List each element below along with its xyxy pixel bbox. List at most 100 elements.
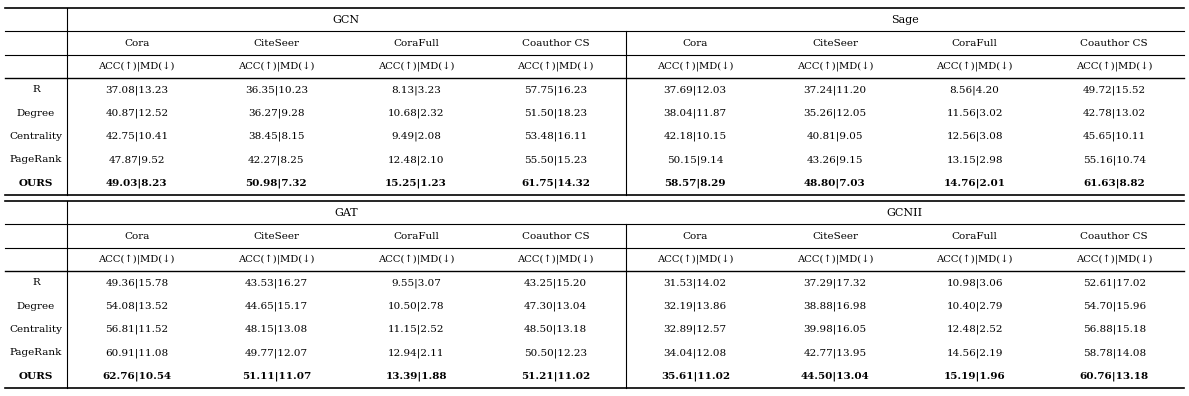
- Text: 54.70|15.96: 54.70|15.96: [1083, 301, 1146, 311]
- Text: 44.50|13.04: 44.50|13.04: [800, 371, 869, 381]
- Text: 44.65|15.17: 44.65|15.17: [245, 301, 308, 311]
- Text: 38.04|11.87: 38.04|11.87: [663, 109, 726, 118]
- Text: 60.91|11.08: 60.91|11.08: [106, 348, 169, 358]
- Text: Coauthor CS: Coauthor CS: [522, 38, 590, 48]
- Text: 10.50|2.78: 10.50|2.78: [388, 301, 445, 311]
- Text: 52.61|17.02: 52.61|17.02: [1083, 278, 1146, 287]
- Text: ACC(↑)|MD(↓): ACC(↑)|MD(↓): [238, 61, 315, 71]
- Text: 43.25|15.20: 43.25|15.20: [524, 278, 587, 287]
- Text: 48.50|13.18: 48.50|13.18: [524, 325, 587, 334]
- Text: ACC(↑)|MD(↓): ACC(↑)|MD(↓): [936, 255, 1013, 265]
- Text: 49.72|15.52: 49.72|15.52: [1083, 85, 1146, 95]
- Text: 47.87|9.52: 47.87|9.52: [108, 155, 165, 165]
- Text: Cora: Cora: [682, 38, 707, 48]
- Text: ACC(↑)|MD(↓): ACC(↑)|MD(↓): [797, 61, 873, 71]
- Text: Centrality: Centrality: [10, 325, 63, 334]
- Text: 42.18|10.15: 42.18|10.15: [663, 132, 726, 141]
- Text: CoraFull: CoraFull: [951, 232, 998, 240]
- Text: ACC(↑)|MD(↓): ACC(↑)|MD(↓): [517, 61, 594, 71]
- Text: CiteSeer: CiteSeer: [253, 38, 300, 48]
- Text: ACC(↑)|MD(↓): ACC(↑)|MD(↓): [517, 255, 594, 265]
- Text: 51.50|18.23: 51.50|18.23: [524, 109, 587, 118]
- Text: CiteSeer: CiteSeer: [253, 232, 300, 240]
- Text: 54.08|13.52: 54.08|13.52: [106, 301, 169, 311]
- Text: 43.53|16.27: 43.53|16.27: [245, 278, 308, 287]
- Text: 12.94|2.11: 12.94|2.11: [388, 348, 445, 358]
- Text: ACC(↑)|MD(↓): ACC(↑)|MD(↓): [936, 61, 1013, 71]
- Text: R: R: [32, 278, 40, 287]
- Text: 55.50|15.23: 55.50|15.23: [524, 155, 587, 165]
- Text: 49.77|12.07: 49.77|12.07: [245, 348, 308, 358]
- Text: ACC(↑)|MD(↓): ACC(↑)|MD(↓): [378, 61, 454, 71]
- Text: 56.88|15.18: 56.88|15.18: [1083, 325, 1146, 334]
- Text: 55.16|10.74: 55.16|10.74: [1083, 155, 1146, 165]
- Text: 32.89|12.57: 32.89|12.57: [663, 325, 726, 334]
- Text: GAT: GAT: [334, 208, 358, 218]
- Text: 35.26|12.05: 35.26|12.05: [804, 109, 867, 118]
- Text: 37.69|12.03: 37.69|12.03: [663, 85, 726, 95]
- Text: 49.03|8.23: 49.03|8.23: [106, 179, 168, 188]
- Text: PageRank: PageRank: [10, 348, 62, 358]
- Text: 38.45|8.15: 38.45|8.15: [249, 132, 304, 141]
- Text: 61.63|8.82: 61.63|8.82: [1083, 179, 1145, 188]
- Text: Cora: Cora: [124, 232, 150, 240]
- Text: R: R: [32, 85, 40, 94]
- Text: 53.48|16.11: 53.48|16.11: [524, 132, 587, 141]
- Text: 37.29|17.32: 37.29|17.32: [804, 278, 867, 287]
- Text: Cora: Cora: [124, 38, 150, 48]
- Text: GCNII: GCNII: [887, 208, 923, 218]
- Text: 37.08|13.23: 37.08|13.23: [106, 85, 169, 95]
- Text: Coauthor CS: Coauthor CS: [522, 232, 590, 240]
- Text: 50.98|7.32: 50.98|7.32: [246, 179, 307, 188]
- Text: 8.56|4.20: 8.56|4.20: [950, 85, 1000, 95]
- Text: 37.24|11.20: 37.24|11.20: [804, 85, 867, 95]
- Text: 10.40|2.79: 10.40|2.79: [946, 301, 1002, 311]
- Text: ACC(↑)|MD(↓): ACC(↑)|MD(↓): [658, 61, 734, 71]
- Text: Coauthor CS: Coauthor CS: [1081, 38, 1149, 48]
- Text: ACC(↑)|MD(↓): ACC(↑)|MD(↓): [1076, 61, 1152, 71]
- Text: ACC(↑)|MD(↓): ACC(↑)|MD(↓): [797, 255, 873, 265]
- Text: ACC(↑)|MD(↓): ACC(↑)|MD(↓): [238, 255, 315, 265]
- Text: 12.48|2.52: 12.48|2.52: [946, 325, 1002, 334]
- Text: 48.15|13.08: 48.15|13.08: [245, 325, 308, 334]
- Text: 51.21|11.02: 51.21|11.02: [521, 371, 590, 381]
- Text: CoraFull: CoraFull: [951, 38, 998, 48]
- Text: 47.30|13.04: 47.30|13.04: [524, 301, 587, 311]
- Text: 9.55|3.07: 9.55|3.07: [391, 278, 441, 287]
- Text: Degree: Degree: [17, 109, 55, 118]
- Text: 48.80|7.03: 48.80|7.03: [804, 179, 866, 188]
- Text: 9.49|2.08: 9.49|2.08: [391, 132, 441, 141]
- Text: 14.56|2.19: 14.56|2.19: [946, 348, 1002, 358]
- Text: CiteSeer: CiteSeer: [812, 38, 858, 48]
- Text: 8.13|3.23: 8.13|3.23: [391, 85, 441, 95]
- Text: 15.25|1.23: 15.25|1.23: [385, 179, 447, 188]
- Text: 14.76|2.01: 14.76|2.01: [944, 179, 1006, 188]
- Text: 43.26|9.15: 43.26|9.15: [806, 155, 863, 165]
- Text: 13.39|1.88: 13.39|1.88: [385, 371, 447, 381]
- Text: Coauthor CS: Coauthor CS: [1081, 232, 1149, 240]
- Text: GCN: GCN: [333, 15, 360, 25]
- Text: 42.77|13.95: 42.77|13.95: [804, 348, 867, 358]
- Text: 42.75|10.41: 42.75|10.41: [106, 132, 169, 141]
- Text: 58.57|8.29: 58.57|8.29: [665, 179, 726, 188]
- Text: 10.68|2.32: 10.68|2.32: [388, 109, 445, 118]
- Text: 11.56|3.02: 11.56|3.02: [946, 109, 1002, 118]
- Text: 12.48|2.10: 12.48|2.10: [388, 155, 445, 165]
- Text: 45.65|10.11: 45.65|10.11: [1083, 132, 1146, 141]
- Text: 50.15|9.14: 50.15|9.14: [667, 155, 724, 165]
- Text: 34.04|12.08: 34.04|12.08: [663, 348, 726, 358]
- Text: 57.75|16.23: 57.75|16.23: [524, 85, 587, 95]
- Text: OURS: OURS: [19, 179, 54, 188]
- Text: Cora: Cora: [682, 232, 707, 240]
- Text: 49.36|15.78: 49.36|15.78: [106, 278, 169, 287]
- Text: 62.76|10.54: 62.76|10.54: [102, 371, 171, 381]
- Text: ACC(↑)|MD(↓): ACC(↑)|MD(↓): [1076, 255, 1152, 265]
- Text: 61.75|14.32: 61.75|14.32: [521, 179, 590, 188]
- Text: OURS: OURS: [19, 372, 54, 381]
- Text: ACC(↑)|MD(↓): ACC(↑)|MD(↓): [99, 255, 175, 265]
- Text: 42.27|8.25: 42.27|8.25: [249, 155, 304, 165]
- Text: 36.27|9.28: 36.27|9.28: [249, 109, 304, 118]
- Text: Centrality: Centrality: [10, 132, 63, 141]
- Text: CoraFull: CoraFull: [394, 232, 439, 240]
- Text: CiteSeer: CiteSeer: [812, 232, 858, 240]
